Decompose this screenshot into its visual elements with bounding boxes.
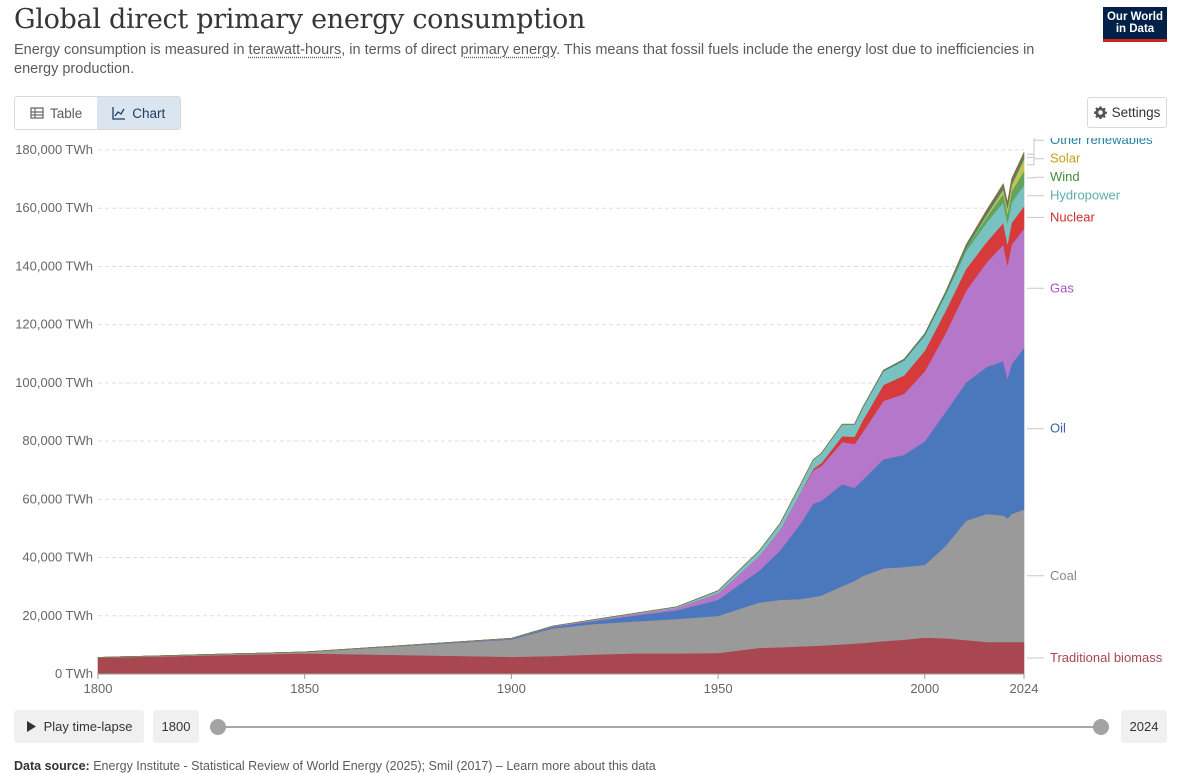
timeline-start-handle[interactable] [210, 719, 226, 735]
legend-connector [1027, 158, 1044, 166]
y-tick-label: 20,000 TWh [22, 608, 93, 623]
subtitle-text: Energy consumption is measured in [14, 42, 249, 58]
chart-legend-labels: Traditional biomass Coal Oil Gas Nuclear Hydr… [1027, 138, 1163, 665]
tab-chart-label: Chart [132, 105, 166, 121]
legend-label-gas: Gas [1050, 280, 1074, 295]
x-tick-label: 2024 [1010, 681, 1039, 696]
tab-chart[interactable]: Chart [97, 97, 181, 129]
page-subtitle: Energy consumption is measured in terawa… [14, 41, 1074, 79]
chart-axes: 0 TWh 20,000 TWh 40,000 TWh 60,000 TWh 80,00… [15, 142, 1038, 696]
settings-button[interactable]: Settings [1087, 97, 1167, 128]
play-icon [26, 721, 36, 732]
timeline-track[interactable] [218, 726, 1101, 728]
y-tick-label: 160,000 TWh [15, 200, 93, 215]
logo-line: in Data [1115, 23, 1155, 35]
x-tick-label: 2000 [910, 681, 939, 696]
y-tick-label: 40,000 TWh [22, 550, 93, 565]
view-tabs: Table Chart [14, 96, 182, 130]
legend-connector [1027, 176, 1044, 179]
chart-icon [112, 107, 126, 120]
settings-label: Settings [1111, 105, 1161, 120]
legend-label-nuclear: Nuclear [1050, 209, 1095, 224]
y-tick-label: 180,000 TWh [15, 142, 93, 157]
legend-label-traditional-biomass: Traditional biomass [1050, 650, 1163, 665]
y-tick-label: 140,000 TWh [15, 258, 93, 273]
y-tick-label: 60,000 TWh [22, 491, 93, 506]
y-tick-label: 80,000 TWh [22, 433, 93, 448]
primary-energy-link[interactable]: primary energy [460, 42, 557, 58]
tab-table-label: Table [50, 105, 83, 121]
logo-line: Our World [1106, 11, 1163, 23]
x-tick-label: 1850 [290, 681, 319, 696]
subtitle-text: , in terms of direct [341, 42, 461, 58]
y-tick-label: 120,000 TWh [15, 317, 93, 332]
legend-connector [1027, 139, 1044, 158]
subtitle-text: . This means that fossil fuels include t… [14, 42, 1035, 77]
legend-label-oil: Oil [1050, 421, 1066, 436]
timeline-end-year[interactable]: 2024 [1121, 710, 1167, 743]
timeline-start-year[interactable]: 1800 [153, 710, 199, 743]
chart-areas [97, 152, 1025, 675]
legend-label-other-renewables: Other renewables [1050, 138, 1153, 147]
x-tick-label: 1800 [84, 681, 113, 696]
terawatt-hours-link[interactable]: terawatt-hours [248, 42, 342, 58]
y-tick-label: 100,000 TWh [15, 375, 93, 390]
data-source-text[interactable]: Energy Institute - Statistical Review of… [93, 759, 656, 773]
play-label: Play time-lapse [43, 719, 133, 734]
data-source: Data source: Energy Institute - Statisti… [14, 759, 656, 773]
energy-area-chart: 0 TWh 20,000 TWh 40,000 TWh 60,000 TWh 80,00… [15, 138, 1163, 696]
area-modern-biofuels [97, 152, 1025, 658]
legend-label-solar: Solar [1050, 151, 1081, 166]
y-tick-label: 0 TWh [55, 666, 93, 681]
legend-label-wind: Wind [1050, 169, 1080, 184]
table-icon [30, 107, 44, 119]
x-tick-label: 1950 [704, 681, 733, 696]
legend-connector [1027, 138, 1035, 155]
gear-icon [1093, 106, 1107, 119]
owid-logo[interactable]: Our World in Data [1103, 7, 1167, 42]
x-tick-label: 1900 [497, 681, 526, 696]
play-timelapse-button[interactable]: Play time-lapse [14, 710, 144, 743]
legend-label-hydropower: Hydropower [1050, 188, 1121, 203]
page-title: Global direct primary energy consumption [14, 4, 586, 35]
legend-label-coal: Coal [1050, 568, 1077, 583]
timeline-end-handle[interactable] [1093, 719, 1109, 735]
tab-table[interactable]: Table [15, 97, 97, 129]
data-source-label: Data source: [14, 759, 90, 773]
